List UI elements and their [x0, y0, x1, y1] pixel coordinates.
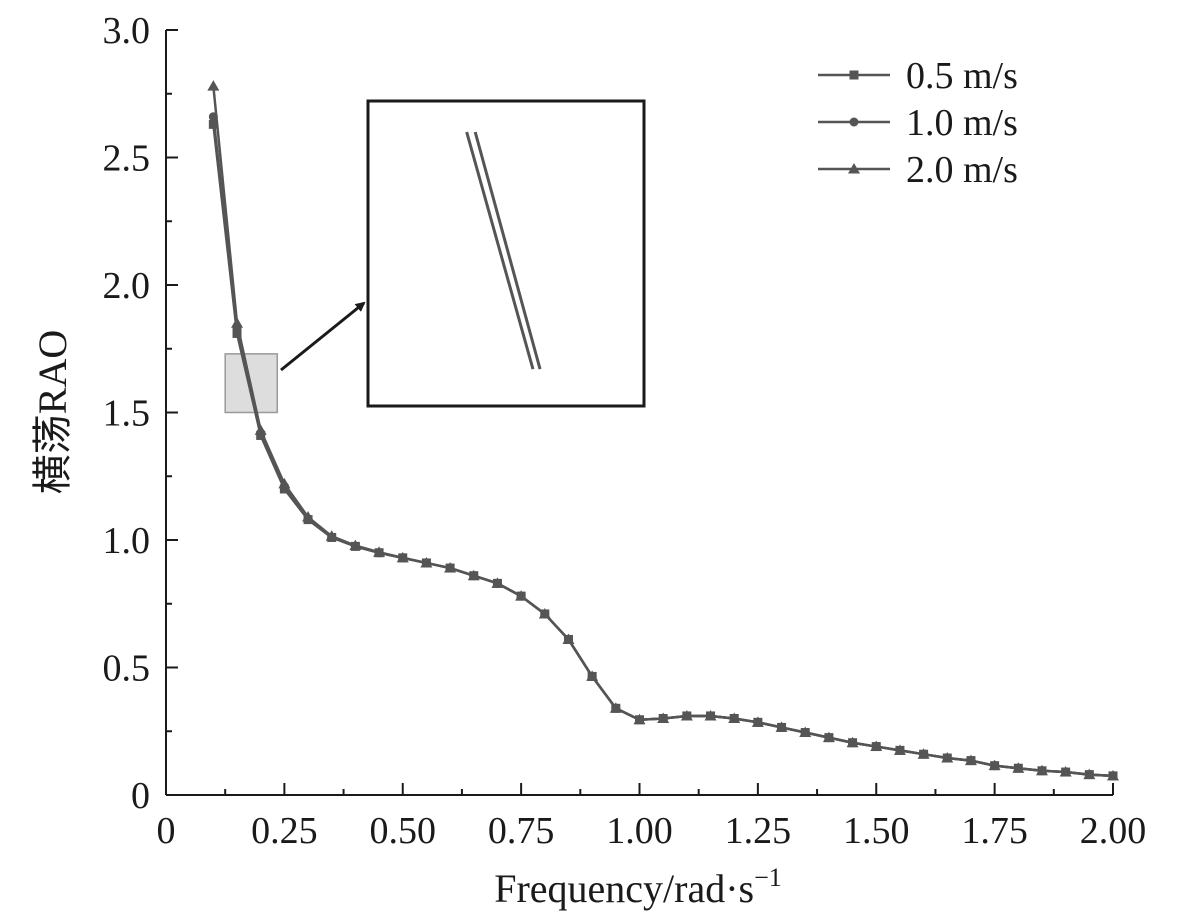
y-tick-label-6: 3.0	[103, 10, 151, 52]
series-2-point-34	[1012, 762, 1025, 773]
x-axis-title-main: Frequency/rad·s	[494, 866, 754, 911]
zoom-inset	[366, 99, 646, 408]
series-2-point-18	[633, 713, 646, 725]
x-tick-label-7: 1.75	[961, 810, 1028, 852]
x-axis-title-exponent: −1	[754, 863, 782, 892]
series-2-point-8	[396, 551, 409, 563]
legend-item-1: 1.0 m/s	[818, 102, 1018, 144]
legend-item-2: 2.0 m/s	[818, 149, 1018, 191]
x-ticks: 0 0.25 0.50 0.75 1.00 1.25 1.50 1.75 2.00	[157, 783, 1147, 852]
legend-label-0: 0.5 m/s	[906, 55, 1018, 97]
legend: 0.5 m/s 1.0 m/s 2.0 m/s	[818, 55, 1018, 191]
y-tick-label-1: 0.5	[103, 648, 151, 690]
x-tick-label-1: 0.25	[251, 810, 318, 852]
series-2-point-9	[420, 556, 433, 568]
x-tick-label-8: 2.00	[1080, 810, 1147, 852]
series-2-point-5	[325, 530, 338, 541]
series-2-point-25	[799, 726, 812, 738]
legend-label-2: 2.0 m/s	[906, 149, 1018, 191]
series-2-point-26	[822, 731, 835, 743]
series-2-point-38	[1107, 769, 1119, 781]
y-tick-label-2: 1.0	[103, 520, 151, 562]
zoom-arrow	[280, 301, 366, 372]
series-2-point-23	[751, 716, 764, 727]
series-2-point-3	[278, 477, 291, 489]
legend-marker-1	[849, 117, 859, 127]
series-line-0	[212, 124, 1114, 778]
y-axis-title: 横荡RAO	[30, 330, 75, 494]
series-2-point-36	[1059, 766, 1072, 777]
legend-item-0: 0.5 m/s	[818, 55, 1018, 97]
x-tick-label-3: 0.75	[488, 810, 555, 852]
inset-frame	[366, 99, 646, 408]
series-2-point-11	[467, 569, 480, 581]
series-2-point-17	[609, 702, 622, 713]
series-2	[207, 80, 1119, 781]
series-2-point-20	[680, 709, 693, 721]
series-2-point-12	[491, 577, 504, 588]
series-2-point-19	[657, 712, 670, 723]
series-2-point-6	[349, 539, 362, 551]
x-tick-label-6: 1.50	[843, 810, 910, 852]
series-2-point-2	[254, 424, 267, 435]
series-2-point-22	[728, 712, 741, 723]
series-2-point-1	[231, 317, 244, 328]
y-tick-label-3: 1.5	[103, 393, 151, 435]
series-2-point-31	[941, 752, 954, 763]
series-2-point-21	[704, 709, 717, 721]
series-2-point-13	[515, 590, 528, 601]
series-group	[207, 80, 1119, 781]
inset-line-0	[465, 131, 535, 370]
series-2-point-27	[846, 736, 859, 748]
series-2-point-32	[964, 754, 977, 766]
series-2-point-37	[1083, 768, 1096, 780]
x-tick-label-4: 1.00	[606, 810, 673, 852]
x-tick-label-2: 0.50	[370, 810, 437, 852]
series-0	[208, 119, 1118, 781]
y-tick-label-4: 2.0	[103, 265, 151, 307]
y-tick-label-5: 2.5	[103, 138, 151, 180]
series-2-point-10	[444, 562, 457, 573]
x-tick-label-5: 1.25	[725, 810, 792, 852]
y-tick-label-0: 0	[131, 775, 150, 817]
series-2-point-29	[893, 744, 906, 755]
series-2-point-33	[988, 759, 1001, 771]
x-tick-label-0: 0	[157, 810, 176, 852]
series-line-1	[212, 116, 1114, 778]
series-2-point-15	[562, 633, 575, 644]
series-2-point-7	[373, 546, 386, 557]
series-2-point-28	[870, 740, 883, 752]
legend-marker-2	[848, 163, 860, 174]
series-2-point-16	[586, 670, 599, 681]
inset-line-1	[473, 131, 542, 370]
series-1	[208, 112, 1118, 781]
legend-marker-0	[849, 70, 859, 80]
series-2-point-14	[538, 607, 551, 619]
series-2-point-30	[917, 748, 930, 759]
series-2-point-4	[302, 511, 315, 522]
series-2-point-24	[775, 721, 788, 732]
series-2-point-35	[1035, 764, 1048, 776]
legend-label-1: 1.0 m/s	[906, 102, 1018, 144]
y-ticks: 0 0.5 1.0 1.5 2.0 2.5 3.0	[103, 10, 178, 817]
x-axis-title: Frequency/rad·s−1	[494, 863, 782, 911]
series-2-point-0	[207, 80, 220, 91]
